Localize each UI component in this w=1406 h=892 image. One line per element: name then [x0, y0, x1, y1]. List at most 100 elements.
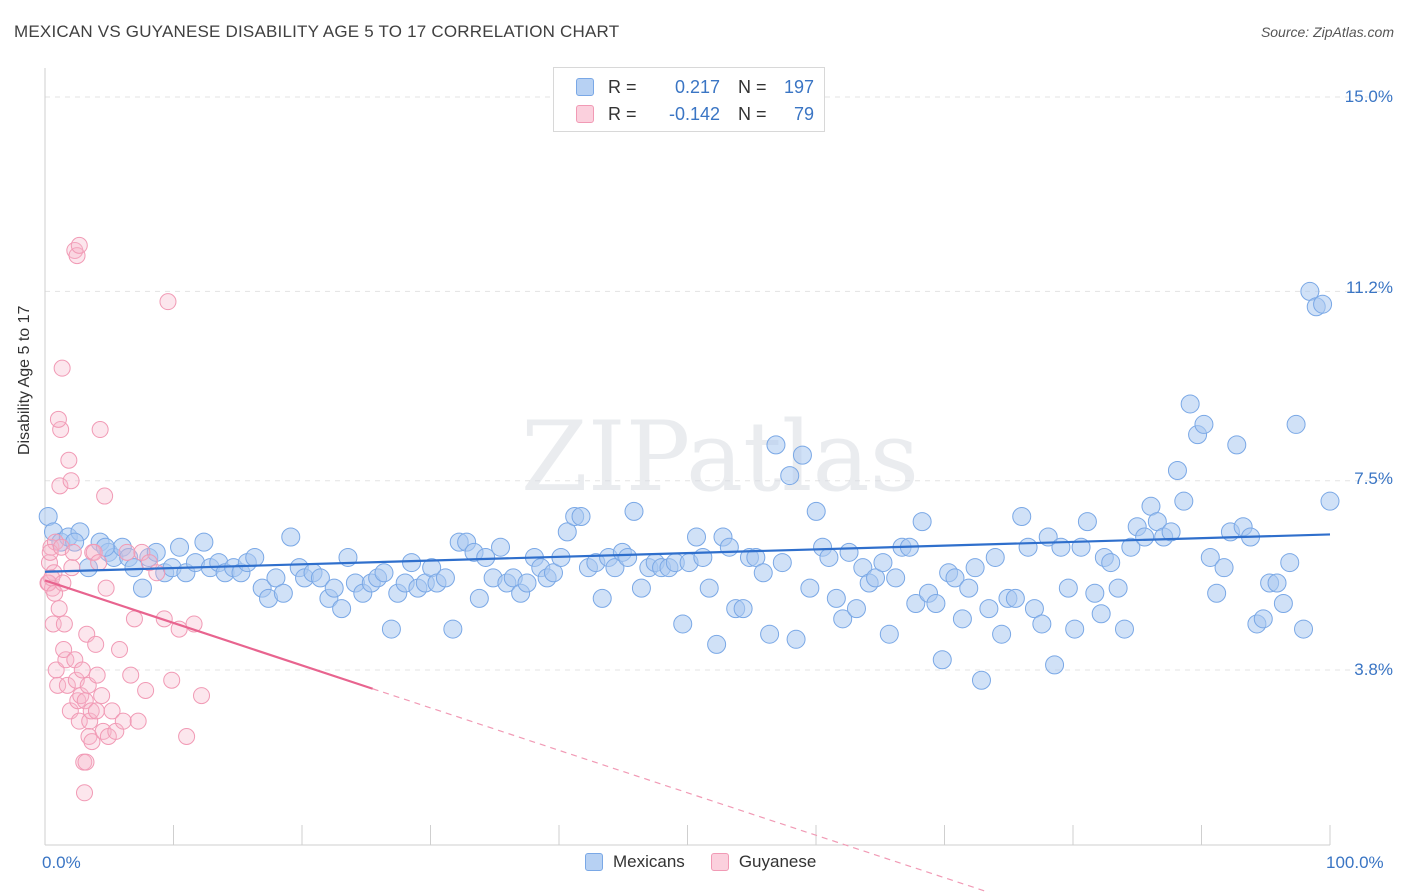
mexicans-point [886, 568, 906, 588]
mexicans-point [1045, 655, 1065, 675]
mexicans-point [1114, 619, 1134, 639]
y-tick-label: 7.5% [1354, 469, 1393, 488]
mexicans-point [873, 553, 893, 573]
guyanese-point [49, 676, 67, 694]
guyanese-point [70, 236, 88, 254]
mexicans-point [1200, 547, 1220, 567]
mexicans-point [959, 578, 979, 598]
mexicans-point [707, 634, 727, 654]
guyanese-point [87, 635, 105, 653]
mexicans-point [786, 629, 806, 649]
legend-swatch [576, 105, 594, 123]
x-tick-label: 0.0% [42, 853, 81, 872]
mexicans-point [146, 542, 166, 562]
mexicans-point [571, 507, 591, 527]
mexicans-point [866, 568, 886, 588]
mexicans-point [1018, 537, 1038, 557]
mexicans-point [281, 527, 301, 547]
mexicans-point [912, 512, 932, 532]
watermark: ZIPatlas [521, 401, 919, 513]
mexicans-point [753, 563, 773, 583]
y-tick-label: 3.8% [1354, 660, 1393, 679]
guyanese-point [96, 487, 114, 505]
mexicans-point [833, 609, 853, 629]
guyanese-point [114, 712, 132, 730]
mexicans-point [1167, 460, 1187, 480]
legend: R = 0.217 N = 197 R = -0.142 N = 79 [553, 67, 825, 132]
mexicans-point [332, 599, 352, 619]
guyanese-point [125, 610, 143, 628]
guyanese-point [57, 651, 75, 669]
legend-label: Mexicans [613, 852, 685, 871]
y-tick-label: 15.0% [1344, 87, 1393, 106]
mexicans-point [1286, 414, 1306, 434]
legend-r-label: R = [608, 103, 637, 124]
mexicans-point [310, 568, 330, 588]
mexicans-point [772, 553, 792, 573]
mexicans-point [605, 558, 625, 578]
mexicans-point [985, 547, 1005, 567]
mexicans-point [792, 445, 812, 465]
chart-title: MEXICAN VS GUYANESE DISABILITY AGE 5 TO … [14, 22, 620, 41]
guyanese-point [55, 641, 73, 659]
guyanese-point [53, 359, 71, 377]
guyanese-point [55, 615, 73, 633]
guyanese-point [148, 564, 166, 582]
mexicans-point [1174, 491, 1194, 511]
mexicans-point [1320, 491, 1340, 511]
guyanese-point [40, 574, 58, 592]
guyanese-point [137, 681, 155, 699]
mexicans-point [469, 588, 489, 608]
mexicans-point [1214, 558, 1234, 578]
guyanese-point [77, 753, 95, 771]
mexicans-point [952, 609, 972, 629]
guyanese-point [111, 641, 129, 659]
mexicans-point [699, 578, 719, 598]
mexicans-point [965, 558, 985, 578]
mexicans-point [1065, 619, 1085, 639]
guyanese-point [52, 421, 70, 439]
guyanese-point [60, 451, 78, 469]
legend-swatch [710, 853, 729, 871]
guyanese-point [63, 559, 81, 577]
mexicans-point [557, 522, 577, 542]
guyanese-point [50, 600, 68, 618]
mexicans-point [719, 537, 739, 557]
guyanese-point [85, 543, 103, 561]
guyanese-point [122, 666, 140, 684]
guyanese-trend-line [44, 579, 374, 690]
mexicans-point [517, 573, 537, 593]
mexicans-point [1194, 414, 1214, 434]
mexicans-point [733, 599, 753, 619]
guyanese-point [93, 687, 111, 705]
x-tick-label: 100.0% [1326, 853, 1384, 872]
mexicans-point [324, 578, 344, 598]
mexicans-point [1012, 507, 1032, 527]
mexicans-point [806, 501, 826, 521]
mexicans-point [435, 568, 455, 588]
mexicans-point [846, 599, 866, 619]
mexicans-point [1227, 435, 1247, 455]
mexicans-point [374, 563, 394, 583]
series-guyanese [39, 236, 211, 802]
mexicans-point [170, 537, 190, 557]
legend-label: Guyanese [738, 852, 817, 871]
guyanese-point [58, 676, 76, 694]
bottom-legend: Mexicans Guyanese [585, 852, 842, 872]
mexicans-point [673, 614, 693, 634]
guyanese-point [49, 410, 67, 428]
legend-r-value: 0.217 [674, 76, 720, 97]
mexicans-point [839, 542, 859, 562]
mexicans-point [819, 547, 839, 567]
y-axis-label: Disability Age 5 to 17 [16, 305, 33, 455]
mexicans-point [402, 553, 422, 573]
mexicans-point [1313, 294, 1333, 314]
guyanese-point [51, 477, 69, 495]
source-label: Source: ZipAtlas.com [1260, 24, 1394, 40]
guyanese-point [159, 293, 177, 311]
mexicans-point [760, 624, 780, 644]
guyanese-point [64, 543, 82, 561]
guyanese-point [73, 661, 91, 679]
mexicans-point [245, 547, 265, 567]
